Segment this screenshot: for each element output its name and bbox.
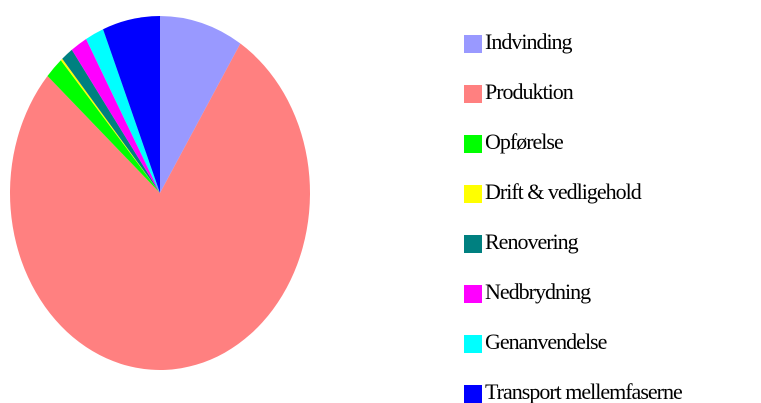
legend-swatch: [464, 235, 482, 253]
legend-swatch: [464, 335, 482, 353]
legend-label: Nedbrydning: [485, 279, 591, 304]
legend-label: Drift & vedligehold: [485, 179, 642, 204]
pie-slice: [62, 49, 160, 194]
pie-slice: [160, 16, 241, 193]
pie-slice: [10, 43, 310, 371]
pie-slice: [60, 58, 160, 193]
legend-label: Indvinding: [485, 29, 573, 54]
legend-swatch: [464, 85, 482, 103]
pie-slice: [47, 60, 161, 193]
legend-swatch: [464, 35, 482, 53]
legend-label: Produktion: [485, 79, 574, 104]
legend-swatch: [464, 185, 482, 203]
legend-swatch: [464, 135, 482, 153]
legend-label: Transport mellemfaserne: [485, 379, 682, 403]
legend-swatch: [464, 285, 482, 303]
pie-slice: [103, 16, 160, 193]
legend-swatch: [464, 385, 482, 403]
pie-slice: [86, 29, 160, 193]
legend-label: Renovering: [485, 229, 579, 254]
pie-slice: [71, 38, 160, 193]
legend-label: Genanvendelse: [485, 329, 607, 354]
legend-label: Opførelse: [485, 129, 563, 154]
